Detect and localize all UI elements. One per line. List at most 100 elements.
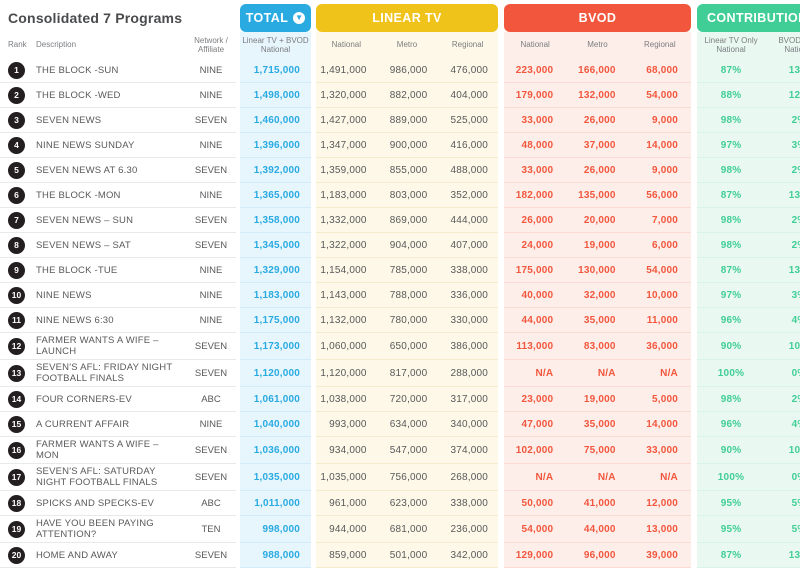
rank-badge: 1 — [8, 61, 25, 79]
table-row: 15 A CURRENT AFFAIR NINE 1,040,000 993,000 63… — [0, 412, 800, 437]
bvod-national-value: 48,000 — [521, 139, 554, 151]
bvod-regional-value: 13,000 — [646, 523, 678, 535]
bvod-column-headers: National Metro Regional — [504, 32, 691, 58]
linear-metro-value: 869,000 — [389, 214, 428, 226]
total-group-header[interactable]: TOTAL ▼ — [240, 4, 311, 32]
bvod-only-percentage: 3% — [791, 139, 800, 151]
contribution-values: 95% 5% — [697, 491, 800, 516]
bvod-values: 48,000 37,000 14,000 — [504, 133, 691, 158]
network-affiliate: NINE — [186, 412, 236, 437]
linear-metro-value: 756,000 — [389, 471, 428, 483]
program-description: A CURRENT AFFAIR — [34, 412, 186, 437]
contribution-values: 87% 13% — [697, 183, 800, 208]
linear-national-value: 859,000 — [329, 549, 367, 561]
linear-metro-value: 547,000 — [389, 444, 428, 456]
bvod-only-percentage: 13% — [788, 189, 800, 201]
rank-cell: 20 — [0, 543, 34, 568]
bvod-values: 223,000 166,000 68,000 — [504, 58, 691, 83]
linear-only-percentage: 95% — [720, 523, 742, 535]
program-description: THE BLOCK -MON — [34, 183, 186, 208]
bvod-metro-value: 75,000 — [583, 444, 616, 456]
total-value: 1,183,000 — [240, 283, 311, 308]
rank-badge: 17 — [8, 468, 25, 486]
linear-national-value: 1,038,000 — [320, 393, 367, 405]
rank-badge: 9 — [8, 261, 25, 279]
linear-only-percentage: 98% — [720, 214, 742, 226]
linear-values: 1,038,000 720,000 317,000 — [316, 387, 498, 412]
bvod-regional-value: 5,000 — [651, 393, 678, 405]
rank-badge: 8 — [8, 236, 25, 254]
linear-only-percentage: 98% — [720, 393, 742, 405]
linear-only-percentage: 87% — [720, 189, 742, 201]
rank-cell: 7 — [0, 208, 34, 233]
rank-badge: 6 — [8, 186, 25, 204]
bvod-national-column-header: National — [520, 40, 550, 50]
linear-metro-value: 681,000 — [389, 523, 428, 535]
bvod-values: 182,000 135,000 56,000 — [504, 183, 691, 208]
linear-national-value: 944,000 — [329, 523, 367, 535]
linear-regional-value: 338,000 — [450, 497, 489, 509]
bvod-regional-value: 36,000 — [646, 340, 678, 352]
linear-only-percentage: 98% — [720, 239, 742, 251]
linear-national-value: 1,332,000 — [320, 214, 367, 226]
rank-cell: 10 — [0, 283, 34, 308]
linear-national-value: 1,154,000 — [320, 264, 367, 276]
bvod-national-value: 40,000 — [521, 289, 554, 301]
total-value: 1,175,000 — [240, 308, 311, 333]
linear-metro-value: 986,000 — [389, 64, 428, 76]
total-value: 1,715,000 — [240, 58, 311, 83]
linear-only-percentage: 88% — [720, 89, 742, 101]
total-value: 1,011,000 — [240, 491, 311, 516]
linear-tv-group-header[interactable]: LINEAR TV — [316, 4, 498, 32]
bvod-national-value: 54,000 — [521, 523, 554, 535]
rank-cell: 12 — [0, 333, 34, 360]
linear-metro-value: 803,000 — [389, 189, 428, 201]
network-affiliate: NINE — [186, 58, 236, 83]
linear-values: 1,347,000 900,000 416,000 — [316, 133, 498, 158]
bvod-only-percentage: 13% — [788, 549, 800, 561]
linear-metro-value: 501,000 — [389, 549, 428, 561]
bvod-metro-value: N/A — [597, 367, 616, 379]
table-row: 20 HOME AND AWAY SEVEN 988,000 859,000 501,00… — [0, 543, 800, 568]
linear-national-value: 1,120,000 — [320, 367, 367, 379]
rank-cell: 13 — [0, 360, 34, 387]
bvod-metro-value: 135,000 — [578, 189, 616, 201]
total-value: 1,358,000 — [240, 208, 311, 233]
bvod-only-percentage: 0% — [791, 471, 800, 483]
linear-metro-value: 900,000 — [389, 139, 428, 151]
column-header-row: Rank Description Network / Affiliate Lin… — [0, 32, 800, 58]
network-affiliate: NINE — [186, 308, 236, 333]
bvod-values: 129,000 96,000 39,000 — [504, 543, 691, 568]
bvod-national-value: 102,000 — [515, 444, 554, 456]
sort-down-circle-icon[interactable]: ▼ — [293, 12, 306, 24]
network-affiliate: SEVEN — [186, 437, 236, 464]
bvod-values: 26,000 20,000 7,000 — [504, 208, 691, 233]
linear-only-percentage: 96% — [720, 314, 742, 326]
linear-only-percentage: 97% — [720, 289, 742, 301]
total-value: 1,329,000 — [240, 258, 311, 283]
total-value: 1,035,000 — [240, 464, 311, 491]
bvod-regional-value: 10,000 — [646, 289, 678, 301]
rank-badge: 7 — [8, 211, 25, 229]
bvod-group-header[interactable]: BVOD — [504, 4, 691, 32]
linear-only-percentage: 95% — [720, 497, 742, 509]
contribution-group-header[interactable]: CONTRIBUTION % — [697, 4, 800, 32]
program-description: SEVEN'S AFL: SATURDAY NIGHT FOOTBALL FIN… — [34, 464, 186, 491]
bvod-national-value: 113,000 — [516, 340, 554, 352]
program-description: SEVEN NEWS – SUN — [34, 208, 186, 233]
contribution-values: 90% 10% — [697, 437, 800, 464]
bvod-metro-value: N/A — [597, 471, 616, 483]
network-affiliate: SEVEN — [186, 464, 236, 491]
contribution-column-headers: Linear TV Only National BVOD Only Nation… — [697, 32, 800, 58]
total-value: 988,000 — [240, 543, 311, 568]
bvod-national-value: 179,000 — [515, 89, 554, 101]
linear-national-value: 1,322,000 — [320, 239, 367, 251]
linear-metro-value: 650,000 — [389, 340, 428, 352]
contribution-values: 100% 0% — [697, 360, 800, 387]
network-affiliate: SEVEN — [186, 108, 236, 133]
contribution-values: 97% 3% — [697, 283, 800, 308]
contribution-values: 96% 4% — [697, 412, 800, 437]
linear-regional-value: 407,000 — [450, 239, 489, 251]
program-description: FOUR CORNERS-EV — [34, 387, 186, 412]
contribution-values: 96% 4% — [697, 308, 800, 333]
